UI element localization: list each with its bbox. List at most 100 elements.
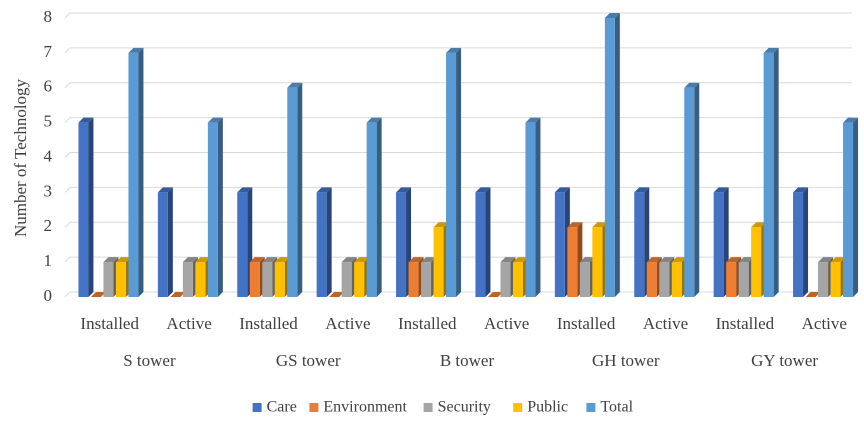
bar-top xyxy=(843,117,859,123)
bar-side xyxy=(853,117,859,297)
bar-top xyxy=(713,187,729,193)
bar xyxy=(408,262,419,297)
bar xyxy=(396,192,407,297)
bar xyxy=(751,227,762,297)
x-tick-label: Installed xyxy=(80,314,139,333)
bar xyxy=(78,122,89,297)
legend-swatch xyxy=(252,403,262,412)
bar xyxy=(713,192,724,297)
bar xyxy=(567,227,578,297)
bar-top xyxy=(182,257,198,263)
legend-swatch xyxy=(513,403,523,412)
bar-side xyxy=(485,187,491,297)
grid-line xyxy=(64,12,852,19)
grid-line xyxy=(64,82,852,89)
bar xyxy=(726,262,737,297)
y-tick-label: 8 xyxy=(44,7,53,26)
bar-side xyxy=(138,47,144,297)
x-tick-label: Installed xyxy=(398,314,457,333)
bar-top xyxy=(274,257,290,263)
x-tick-label: Active xyxy=(643,314,688,333)
legend-swatch xyxy=(423,403,433,412)
bar xyxy=(195,262,206,297)
bar xyxy=(818,262,829,297)
bar xyxy=(249,262,260,297)
bar xyxy=(592,227,603,297)
bar xyxy=(604,18,615,297)
bar-side xyxy=(217,117,223,297)
bar-top xyxy=(751,222,767,228)
bar-top xyxy=(818,257,834,263)
bar-top xyxy=(659,257,675,263)
bar-side xyxy=(167,187,173,297)
bar-top xyxy=(78,117,94,123)
group-label: B tower xyxy=(440,351,495,370)
bar-top xyxy=(207,117,223,123)
bar-top xyxy=(592,222,608,228)
bar-top xyxy=(103,257,119,263)
bar xyxy=(103,262,114,297)
bar xyxy=(475,192,486,297)
x-tick-label: Installed xyxy=(557,314,616,333)
bar xyxy=(830,262,841,297)
bar xyxy=(659,262,670,297)
y-tick-label: 4 xyxy=(44,146,53,165)
x-tick-label: Active xyxy=(325,314,370,333)
bar-top xyxy=(554,187,570,193)
grid-line xyxy=(64,117,852,123)
x-tick-label: Active xyxy=(484,314,529,333)
bar xyxy=(634,192,645,297)
bar xyxy=(341,262,352,297)
bar xyxy=(366,122,377,297)
bar-top xyxy=(262,257,278,263)
legend-swatch xyxy=(309,403,319,412)
y-tick-label: 3 xyxy=(44,181,53,200)
bar-top xyxy=(396,187,412,193)
bar xyxy=(763,52,774,297)
x-tick-label: Active xyxy=(802,314,847,333)
bar-side xyxy=(88,117,94,297)
bar-top xyxy=(446,47,462,53)
bar-side xyxy=(535,117,541,297)
bar-top xyxy=(475,187,491,193)
group-label: S tower xyxy=(123,351,176,370)
bar-top xyxy=(287,82,303,88)
bar-side xyxy=(614,13,620,297)
y-tick-label: 2 xyxy=(44,216,53,235)
bar-top xyxy=(805,292,821,297)
bar-top xyxy=(433,222,449,228)
bar-top xyxy=(726,257,742,263)
y-tick-label: 7 xyxy=(44,42,53,61)
bar-top xyxy=(329,292,345,297)
bar xyxy=(262,262,273,297)
grid-line xyxy=(64,47,852,54)
bar-top xyxy=(341,257,357,263)
bar xyxy=(421,262,432,297)
bar xyxy=(684,87,695,297)
y-tick-label: 0 xyxy=(44,286,53,305)
bar xyxy=(433,227,444,297)
bar xyxy=(237,192,248,297)
bar-top xyxy=(512,257,528,263)
bar xyxy=(793,192,804,297)
bar-top xyxy=(90,292,106,297)
group-label: GH tower xyxy=(592,351,660,370)
bar xyxy=(128,52,139,297)
bar-top xyxy=(408,257,424,263)
bar xyxy=(738,262,749,297)
legend: Care Environment Security Public Total xyxy=(252,399,634,416)
bar-top xyxy=(634,187,650,193)
bar xyxy=(287,87,298,297)
bar-top xyxy=(738,257,754,263)
bar xyxy=(274,262,285,297)
bar-top xyxy=(793,187,809,193)
bar xyxy=(446,52,457,297)
grid-line xyxy=(64,221,852,228)
legend-swatch xyxy=(586,403,596,412)
bar-side xyxy=(326,187,332,297)
bar xyxy=(182,262,193,297)
group-label: GS tower xyxy=(276,351,341,370)
bar xyxy=(512,262,523,297)
bar-side xyxy=(297,82,303,297)
bar xyxy=(316,192,327,297)
